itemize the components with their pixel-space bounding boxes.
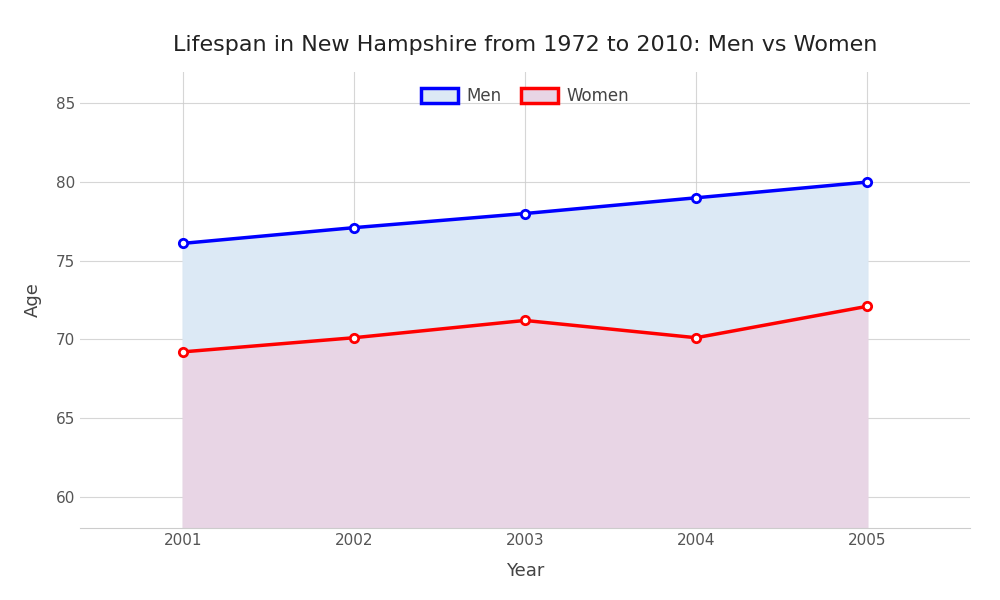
X-axis label: Year: Year (506, 562, 544, 580)
Title: Lifespan in New Hampshire from 1972 to 2010: Men vs Women: Lifespan in New Hampshire from 1972 to 2… (173, 35, 877, 55)
Y-axis label: Age: Age (24, 283, 42, 317)
Legend: Men, Women: Men, Women (414, 80, 636, 112)
